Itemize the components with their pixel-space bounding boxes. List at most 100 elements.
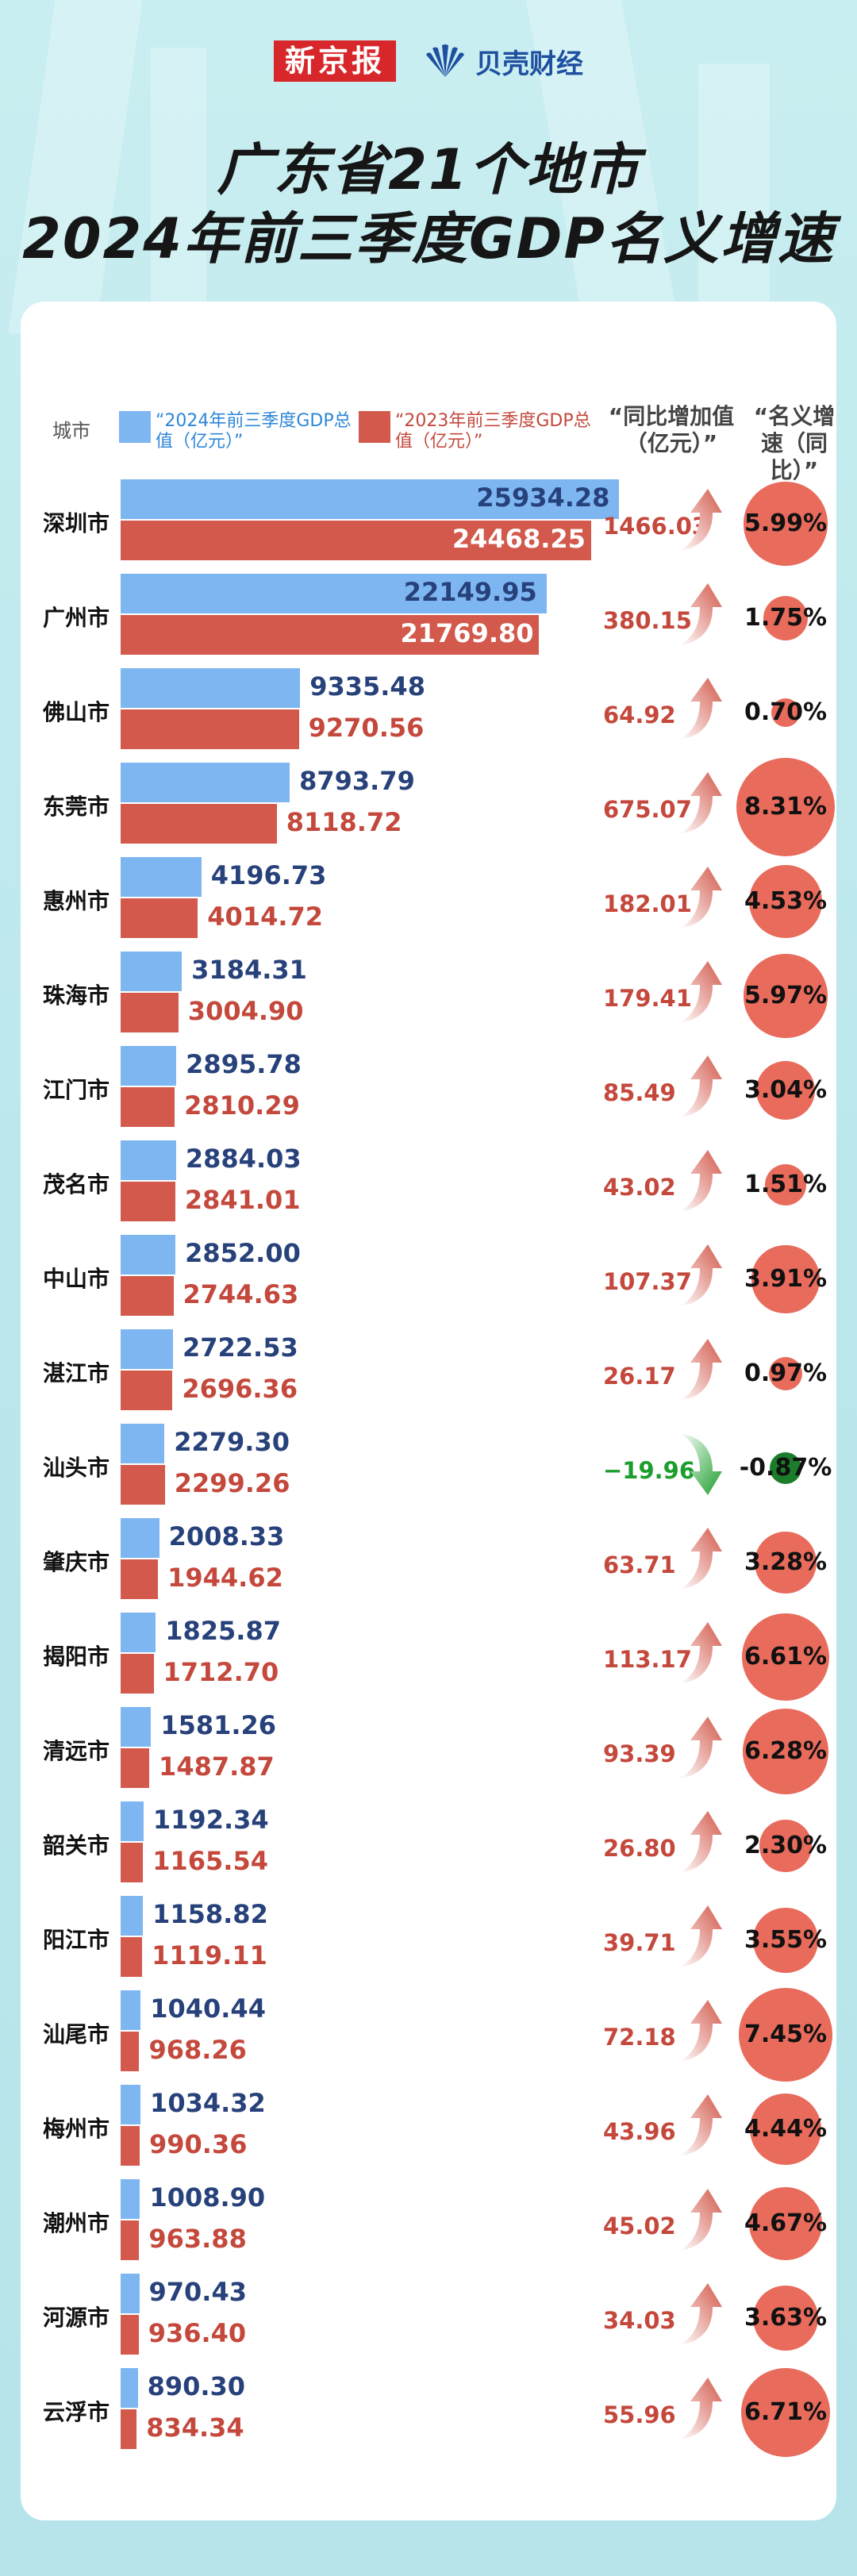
city-label: 中山市	[43, 1266, 110, 1292]
arrow-up-icon	[679, 1055, 722, 1117]
arrow-shape	[679, 867, 722, 929]
chart-row: 揭阳市 1825.87 1712.70 113.17 6.61%	[21, 1609, 836, 1704]
bar-2023	[121, 1182, 175, 1221]
legend-2024: “2024年前三季度GDP总值（亿元）”	[119, 411, 354, 452]
city-label: 佛山市	[43, 699, 110, 725]
arrow-shape	[679, 1055, 722, 1117]
arrow-shape	[679, 772, 722, 834]
increment-label: 113.17	[603, 1646, 692, 1673]
value-label-2024: 2008.33	[168, 1521, 285, 1551]
chart-row: 湛江市 2722.53 2696.36 26.17 0.97%	[21, 1326, 836, 1421]
value-label-2024: 2895.78	[186, 1049, 302, 1079]
increment-label: −19.96	[603, 1457, 696, 1484]
arrow-up-icon	[679, 1150, 722, 1212]
chart-row: 云浮市 890.30 834.34 55.96 6.71%	[21, 2365, 836, 2459]
bar-2024	[121, 857, 202, 897]
chart-row: 江门市 2895.78 2810.29 85.49 3.04%	[21, 1043, 836, 1137]
bar-2024	[121, 1801, 144, 1841]
value-label-2023: 3004.90	[187, 996, 304, 1026]
bar-2023	[121, 1654, 154, 1694]
chart-row: 中山市 2852.00 2744.63 107.37 3.91%	[21, 1232, 836, 1326]
bar-2024	[121, 1046, 177, 1086]
increment-label: 34.03	[603, 2307, 676, 2334]
rate-label: -0.87%	[739, 1454, 832, 1482]
rate-label: 5.97%	[744, 982, 828, 1009]
rate-circle	[739, 1988, 832, 2082]
rate-label: 6.61%	[744, 1643, 828, 1671]
rate-label: 3.28%	[744, 1548, 828, 1576]
value-label-2024: 2279.30	[174, 1427, 290, 1457]
arrow-shape	[679, 2283, 722, 2345]
increment-label: 43.96	[603, 2118, 676, 2145]
city-label: 梅州市	[43, 2116, 110, 2142]
arrow-up-icon	[679, 961, 722, 1023]
value-label-2023: 1487.87	[159, 1751, 275, 1782]
chart-row: 珠海市 3184.31 3004.90 179.41 5.97%	[21, 948, 836, 1043]
chart-row: 佛山市 9335.48 9270.56 64.92 0.70%	[21, 665, 836, 759]
bar-2023	[121, 1371, 173, 1410]
rate-circle	[749, 2093, 822, 2166]
bar-2023	[121, 2220, 140, 2260]
city-label: 汕头市	[43, 1455, 110, 1481]
page-title-line1: 广东省21个地市	[217, 137, 640, 202]
rate-label: 8.31%	[744, 793, 828, 821]
arrow-up-icon	[679, 2094, 722, 2156]
rate-circle	[743, 1709, 828, 1794]
arrow-shape	[679, 2189, 722, 2251]
rate-circle	[769, 1451, 802, 1485]
bar-2024	[121, 2085, 141, 2124]
legend-label-2023: “2023年前三季度GDP总值（亿元）”	[395, 411, 591, 452]
arrow-shape	[679, 1528, 722, 1590]
city-label: 东莞市	[43, 794, 110, 820]
value-label-2023: 2744.63	[183, 1279, 299, 1309]
increment-label: 26.17	[603, 1363, 676, 1390]
value-label-2024: 22149.95	[403, 577, 537, 607]
bar-2024	[121, 2368, 138, 2408]
increment-label: 55.96	[603, 2401, 676, 2428]
arrow-down-icon	[679, 1433, 722, 1495]
logo-beike: 贝壳财经	[423, 42, 583, 81]
increment-label: 64.92	[603, 702, 676, 729]
arrow-shape	[679, 1150, 722, 1212]
bar-2023	[121, 898, 198, 938]
rate-circle	[751, 1245, 820, 1313]
value-label-2024: 25934.28	[476, 483, 610, 513]
bar-2023	[121, 993, 179, 1032]
increment-label: 179.41	[603, 985, 692, 1012]
column-header-city: 城市	[52, 420, 90, 442]
city-label: 阳江市	[43, 1927, 110, 1953]
background-decoration	[0, 0, 857, 333]
legend-2023: “2023年前三季度GDP总值（亿元）”	[359, 411, 594, 452]
rate-label: 0.70%	[744, 698, 828, 726]
arrow-shape	[679, 1433, 722, 1495]
increment-label: 45.02	[603, 2213, 676, 2240]
bar-2024	[121, 952, 183, 991]
city-label: 清远市	[43, 1738, 110, 1764]
chart-row: 肇庆市 2008.33 1944.62 63.71 3.28%	[21, 1515, 836, 1609]
increment-label: 107.37	[603, 1268, 692, 1295]
rate-label: 7.45%	[744, 2020, 828, 2048]
value-label-2023: 2299.26	[174, 1468, 290, 1498]
increment-label: 85.49	[603, 1079, 676, 1106]
logo-row: 新京报 贝壳财经	[0, 40, 857, 83]
rate-label: 6.28%	[744, 1737, 828, 1765]
value-label-2024: 4196.73	[210, 860, 327, 890]
city-label: 肇庆市	[43, 1549, 110, 1575]
value-label-2024: 970.43	[148, 2277, 247, 2307]
bar-2024	[121, 1896, 144, 1936]
value-label-2023: 834.34	[146, 2413, 244, 2443]
value-label-2023: 1712.70	[163, 1657, 279, 1687]
bar-2023	[121, 709, 299, 749]
bar-2023	[121, 2032, 140, 2071]
increment-label: 72.18	[603, 2024, 676, 2051]
city-label: 潮州市	[43, 2210, 110, 2236]
value-label-2024: 890.30	[147, 2371, 246, 2401]
value-label-2023: 1165.54	[152, 1846, 268, 1876]
column-header-increment: “同比增加值（亿元）”	[608, 403, 735, 456]
chart-row: 深圳市 25934.28 24468.25 1466.03 5.99%	[21, 476, 836, 571]
value-label-2023: 9270.56	[308, 713, 425, 743]
rate-label: 5.99%	[744, 509, 828, 537]
arrow-up-icon	[679, 1339, 722, 1401]
chart-card: 城市 “2024年前三季度GDP总值（亿元）” “2023年前三季度GDP总值（…	[21, 302, 836, 2520]
rate-label: 3.91%	[744, 1265, 828, 1293]
